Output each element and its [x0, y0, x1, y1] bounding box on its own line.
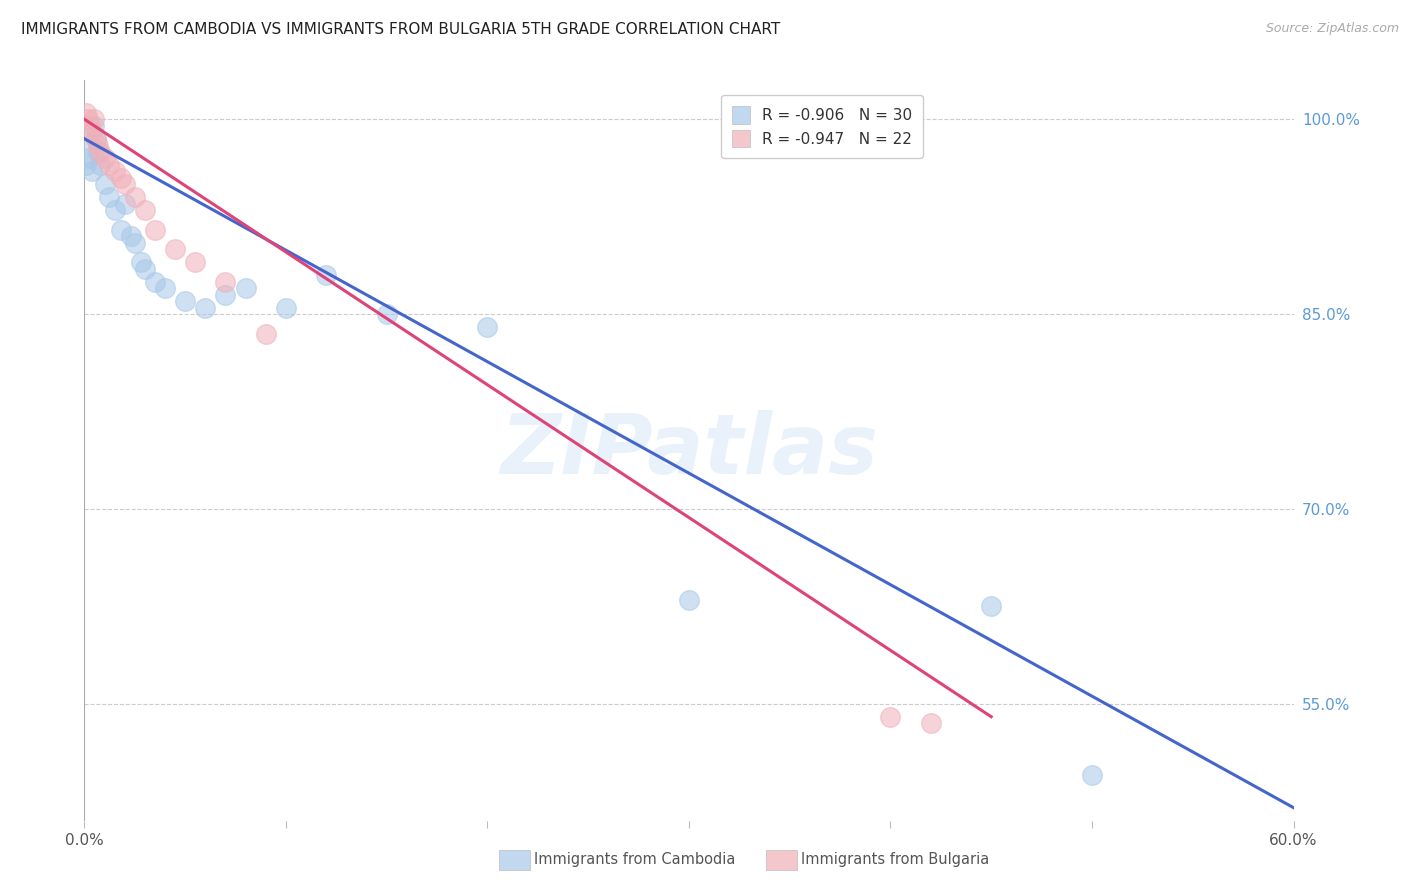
Point: [315, 268, 337, 282]
Point: [89, 145, 111, 159]
Point: [79, 138, 101, 153]
Point: [678, 592, 700, 607]
Point: [114, 177, 136, 191]
Point: [83, 112, 105, 127]
Text: Immigrants from Bulgaria: Immigrants from Bulgaria: [801, 853, 990, 867]
Point: [214, 275, 236, 289]
Point: [134, 261, 156, 276]
Point: [97, 158, 120, 172]
Point: [129, 255, 152, 269]
Point: [124, 190, 146, 204]
Point: [143, 275, 166, 289]
Point: [194, 301, 217, 315]
Point: [120, 229, 142, 244]
Point: [235, 281, 257, 295]
Point: [89, 158, 111, 172]
Point: [477, 320, 499, 334]
Point: [86, 132, 108, 146]
Point: [143, 222, 166, 236]
Point: [110, 170, 132, 185]
Text: Source: ZipAtlas.com: Source: ZipAtlas.com: [1265, 22, 1399, 36]
Point: [79, 119, 101, 133]
Point: [110, 222, 132, 236]
Point: [82, 125, 104, 139]
Point: [87, 138, 110, 153]
Point: [980, 599, 1002, 614]
Point: [274, 301, 297, 315]
Point: [920, 716, 942, 731]
Point: [174, 294, 197, 309]
Point: [214, 287, 236, 301]
Point: [104, 164, 127, 178]
Point: [879, 710, 901, 724]
Point: [97, 190, 120, 204]
Point: [75, 158, 97, 172]
Point: [375, 307, 398, 321]
Text: Immigrants from Cambodia: Immigrants from Cambodia: [534, 853, 735, 867]
Point: [1081, 768, 1104, 782]
Point: [86, 132, 108, 146]
Point: [153, 281, 176, 295]
Point: [93, 151, 115, 165]
Legend: R = -0.906   N = 30, R = -0.947   N = 22: R = -0.906 N = 30, R = -0.947 N = 22: [721, 95, 924, 158]
Text: ZIPatlas: ZIPatlas: [501, 410, 877, 491]
Point: [75, 105, 97, 120]
Point: [124, 235, 146, 250]
Point: [114, 196, 136, 211]
Text: IMMIGRANTS FROM CAMBODIA VS IMMIGRANTS FROM BULGARIA 5TH GRADE CORRELATION CHART: IMMIGRANTS FROM CAMBODIA VS IMMIGRANTS F…: [21, 22, 780, 37]
Point: [83, 119, 105, 133]
Point: [87, 145, 110, 159]
Point: [82, 164, 104, 178]
Point: [104, 203, 127, 218]
Point: [77, 151, 100, 165]
Point: [77, 112, 100, 127]
Point: [165, 242, 187, 256]
Point: [93, 177, 115, 191]
Point: [184, 255, 207, 269]
Point: [254, 326, 277, 341]
Point: [134, 203, 156, 218]
